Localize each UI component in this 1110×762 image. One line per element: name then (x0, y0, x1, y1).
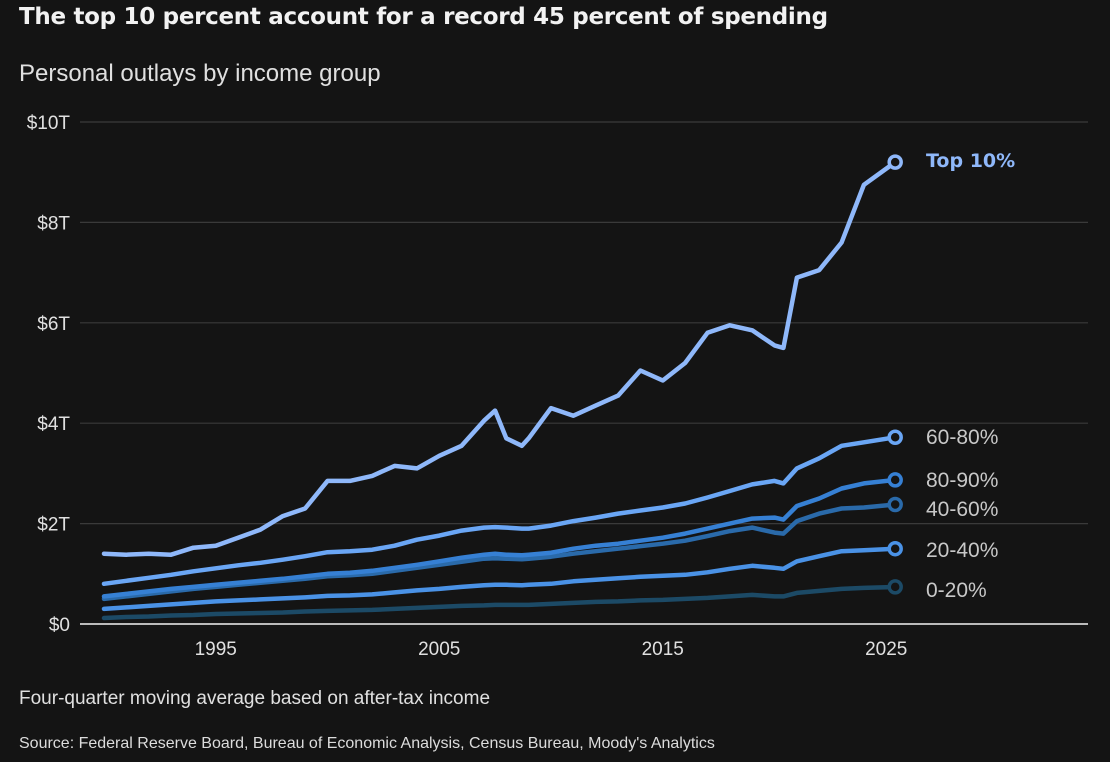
y-axis: $0 $2T $4T $6T $8T $10T (27, 113, 71, 636)
series-lines (101, 154, 903, 621)
y-tick-label: $6T (37, 314, 70, 335)
series-line-top-10- (101, 159, 898, 557)
series-label: 20-40% (926, 539, 998, 562)
series-label: 60-80% (926, 426, 998, 449)
series-labels: Top 10% 60-80% 80-90% 40-60% 20-40% 0-20% (926, 150, 1015, 602)
series-end-marker (887, 429, 903, 446)
chart-source: Source: Federal Reserve Board, Bureau of… (19, 735, 715, 752)
x-tick-label: 2025 (865, 639, 907, 660)
chart-note: Four-quarter moving average based on aft… (19, 688, 491, 709)
x-tick-label: 2005 (418, 639, 460, 660)
chart-subtitle: Personal outlays by income group (19, 60, 381, 87)
series-line-20-40- (101, 546, 898, 612)
y-tick-label: $2T (37, 515, 70, 536)
chart-title: The top 10 percent account for a record … (19, 4, 828, 30)
series-end-marker (887, 579, 903, 595)
series-line-60-80- (101, 435, 898, 587)
y-tick-label: $0 (49, 615, 70, 636)
gridlines (80, 121, 1088, 625)
x-tick-label: 2015 (642, 639, 684, 660)
series-end-marker (887, 472, 903, 488)
series-end-marker (887, 540, 903, 557)
x-axis: 1995 2005 2015 2025 (195, 639, 908, 660)
x-tick-label: 1995 (195, 639, 237, 660)
y-tick-label: $10T (27, 113, 71, 134)
series-label: Top 10% (926, 150, 1015, 172)
series-end-marker (887, 496, 903, 513)
y-tick-label: $8T (37, 213, 70, 234)
series-line-80-90- (101, 477, 898, 599)
series-line-0-20- (101, 584, 898, 621)
series-label: 40-60% (926, 498, 998, 521)
series-label: 80-90% (926, 469, 998, 492)
series-end-marker (887, 154, 903, 170)
y-tick-label: $4T (37, 414, 70, 435)
series-label: 0-20% (926, 579, 987, 602)
